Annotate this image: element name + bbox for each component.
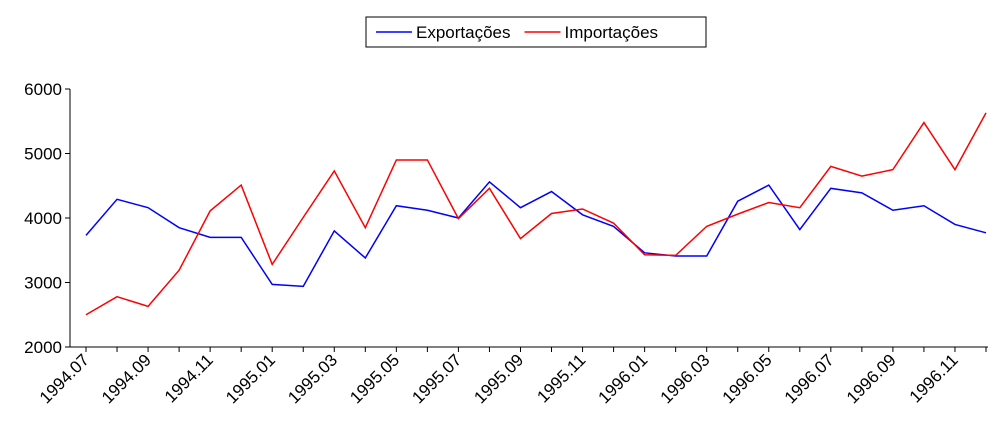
x-tick-label: 1994.09: [98, 350, 155, 407]
legend-label: Exportações: [416, 23, 511, 42]
x-tick-label: 1995.09: [470, 350, 527, 407]
y-tick-label: 6000: [24, 80, 62, 99]
x-tick-label: 1995.11: [533, 350, 589, 406]
legend-label: Importações: [565, 23, 659, 42]
x-tick-label: 1996.01: [595, 350, 652, 407]
x-tick-label: 1995.07: [408, 350, 465, 407]
y-tick-label: 2000: [24, 338, 62, 357]
line: [85, 112, 987, 316]
y-tick-label: 4000: [24, 209, 62, 228]
x-tick-label: 1995.01: [222, 350, 279, 407]
line: [85, 180, 987, 288]
y-tick-label: 3000: [24, 274, 62, 293]
x-tick-label: 1996.07: [781, 350, 838, 407]
x-tick-label: 1995.05: [346, 350, 403, 407]
x-tick-label: 1996.03: [657, 350, 714, 407]
x-tick-label: 1994.11: [161, 350, 217, 406]
x-tick-label: 1994.07: [36, 350, 93, 407]
y-tick-label: 5000: [24, 145, 62, 164]
x-tick-label: 1996.11: [906, 350, 962, 406]
x-tick-label: 1996.09: [843, 350, 900, 407]
x-tick-label: 1996.05: [719, 350, 776, 407]
legend-box: [365, 16, 707, 48]
x-tick-label: 1995.03: [284, 350, 341, 407]
